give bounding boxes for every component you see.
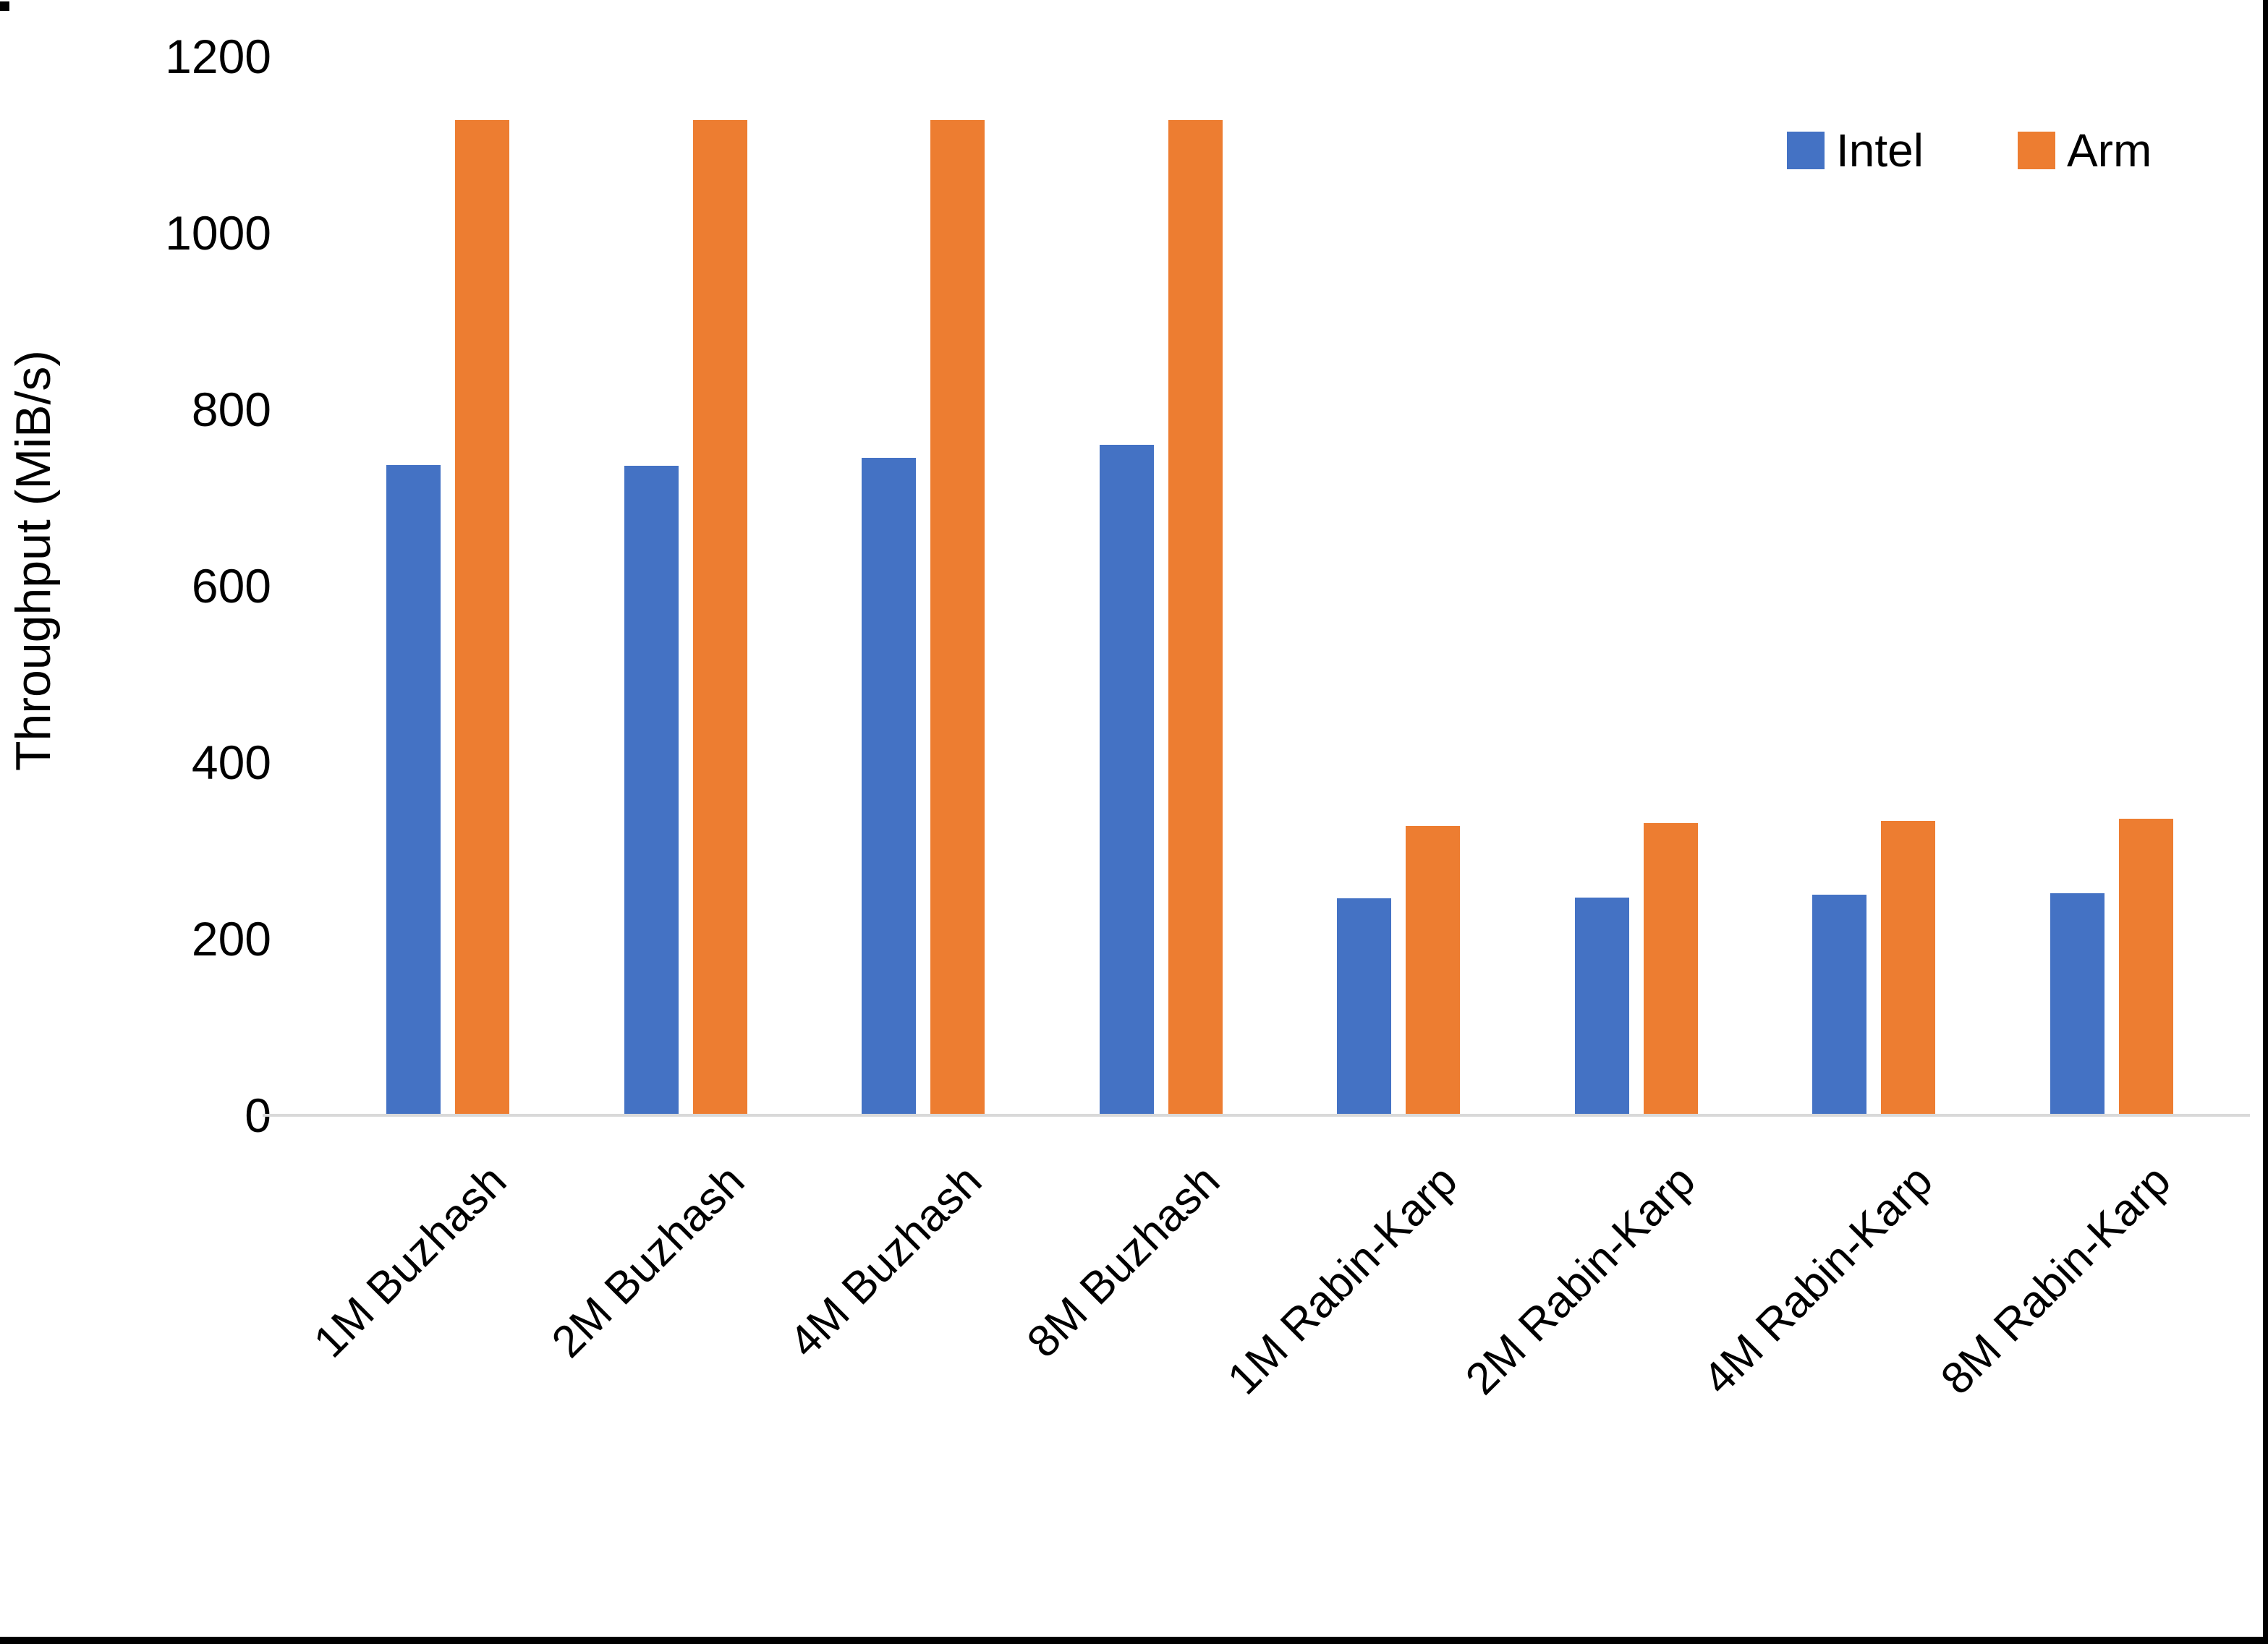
bar-arm-8m-buzhash <box>1168 120 1223 1115</box>
frame-corner-mark <box>0 1 9 11</box>
bar-intel-8m-rabin-karp <box>2050 893 2105 1115</box>
y-tick-label-800: 800 <box>191 383 271 436</box>
bar-intel-4m-rabin-karp <box>1812 895 1866 1115</box>
bar-intel-1m-rabin-karp <box>1337 898 1391 1115</box>
y-tick-label-1000: 1000 <box>165 206 271 260</box>
x-axis-line <box>263 1114 2250 1117</box>
frame-right-border <box>2263 0 2268 1644</box>
bar-arm-8m-rabin-karp <box>2119 819 2173 1115</box>
y-tick-label-600: 600 <box>191 559 271 613</box>
bar-arm-1m-rabin-karp <box>1406 826 1460 1115</box>
x-tick-label-4m-buzhash: 4M Buzhash <box>780 1155 992 1368</box>
y-tick-label-0: 0 <box>245 1089 271 1142</box>
legend-item-arm: Arm <box>2017 124 2152 177</box>
legend-label-arm: Arm <box>2066 124 2152 176</box>
bar-arm-1m-buzhash <box>455 120 509 1115</box>
x-tick-label-2m-rabin-karp: 2M Rabin-Karp <box>1456 1155 1705 1405</box>
bar-arm-2m-buzhash <box>693 120 747 1115</box>
x-tick-label-1m-buzhash: 1M Buzhash <box>305 1155 517 1368</box>
x-tick-label-2m-buzhash: 2M Buzhash <box>542 1155 755 1368</box>
legend-swatch-intel-icon <box>1787 132 1825 169</box>
legend-label-intel: Intel <box>1836 124 1924 176</box>
bar-arm-2m-rabin-karp <box>1644 823 1698 1115</box>
y-tick-label-400: 400 <box>191 736 271 789</box>
bar-intel-2m-buzhash <box>624 466 679 1115</box>
x-tick-label-1m-rabin-karp: 1M Rabin-Karp <box>1218 1155 1467 1405</box>
bar-intel-1m-buzhash <box>386 465 441 1115</box>
bar-intel-8m-buzhash <box>1100 445 1154 1115</box>
y-tick-label-1200: 1200 <box>165 30 271 83</box>
legend: Intel Arm <box>1787 122 2152 179</box>
frame-bottom-border <box>0 1637 2268 1644</box>
bar-intel-2m-rabin-karp <box>1575 898 1629 1115</box>
bar-arm-4m-buzhash <box>930 120 985 1115</box>
bar-intel-4m-buzhash <box>862 458 916 1115</box>
x-tick-label-4m-rabin-karp: 4M Rabin-Karp <box>1694 1155 1942 1405</box>
y-tick-label-200: 200 <box>191 912 271 966</box>
x-tick-label-8m-rabin-karp: 8M Rabin-Karp <box>1931 1155 2180 1405</box>
bar-arm-4m-rabin-karp <box>1881 821 1935 1115</box>
x-tick-label-8m-buzhash: 8M Buzhash <box>1017 1155 1230 1368</box>
legend-item-intel: Intel <box>1787 124 1924 177</box>
legend-swatch-arm-icon <box>2017 132 2055 169</box>
